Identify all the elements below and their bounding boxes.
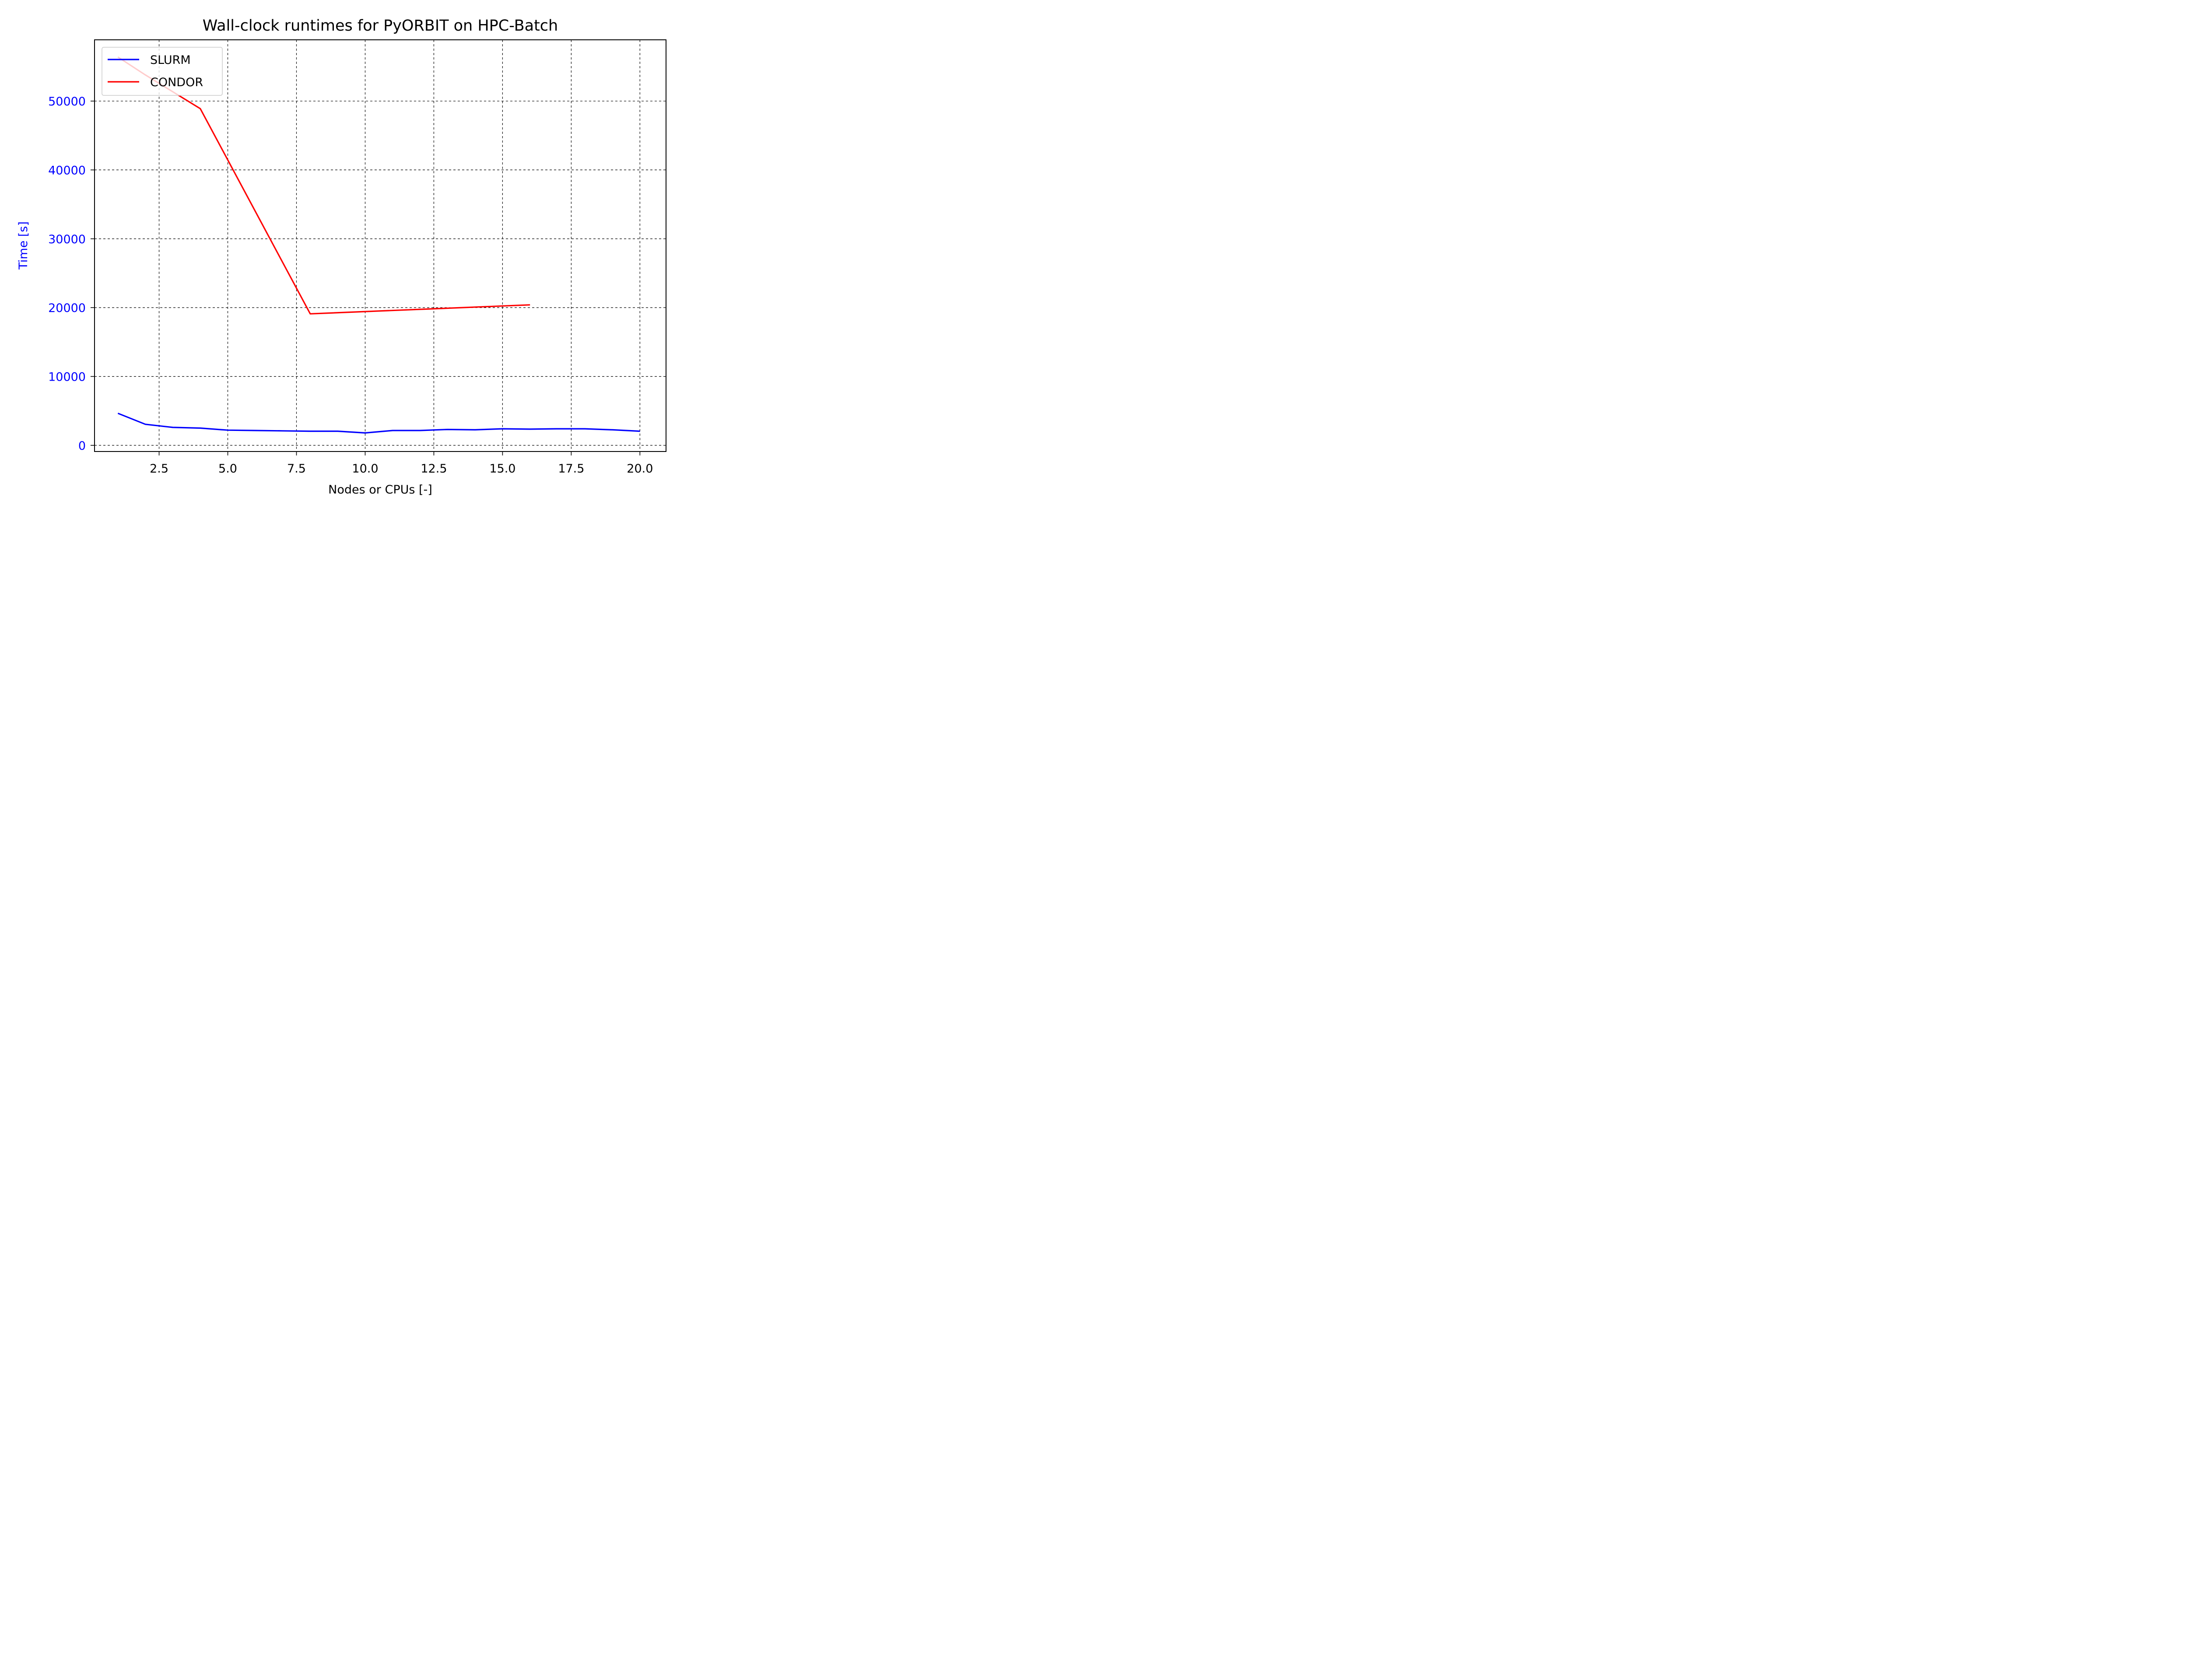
y-tick-label: 30000 [48,233,86,246]
x-axis-label: Nodes or CPUs [-] [328,483,432,497]
x-tick-label: 20.0 [627,462,653,476]
y-tick-label: 40000 [48,164,86,177]
chart-title: Wall-clock runtimes for PyORBIT on HPC-B… [203,17,558,35]
x-axis-ticks: 2.5 5.0 7.5 10.0 12.5 15.0 17.5 20.0 [150,452,653,476]
y-tick-label: 20000 [48,301,86,315]
x-tick-label: 2.5 [150,462,168,476]
x-tick-label: 5.0 [218,462,237,476]
plot-frame [94,39,666,452]
y-tick-label: 50000 [48,95,86,108]
series-line-slurm [117,413,640,434]
y-tick-label: 10000 [48,370,86,384]
line-chart: Wall-clock runtimes for PyORBIT on HPC-B… [0,0,676,507]
x-tick-label: 10.0 [352,462,378,476]
y-axis-label: Time [s] [17,221,30,270]
chart: Wall-clock runtimes for PyORBIT on HPC-B… [0,0,676,507]
x-tick-label: 15.0 [489,462,515,476]
x-tick-label: 12.5 [421,462,447,476]
legend-label-condor: CONDOR [150,76,203,89]
y-axis-ticks: 0 10000 20000 30000 40000 50000 [48,95,95,453]
legend-label-slurm: SLURM [150,53,191,67]
y-tick-label: 0 [78,439,86,453]
grid [95,40,666,452]
x-tick-label: 17.5 [558,462,584,476]
legend: SLURM CONDOR [102,47,223,96]
x-tick-label: 7.5 [287,462,306,476]
